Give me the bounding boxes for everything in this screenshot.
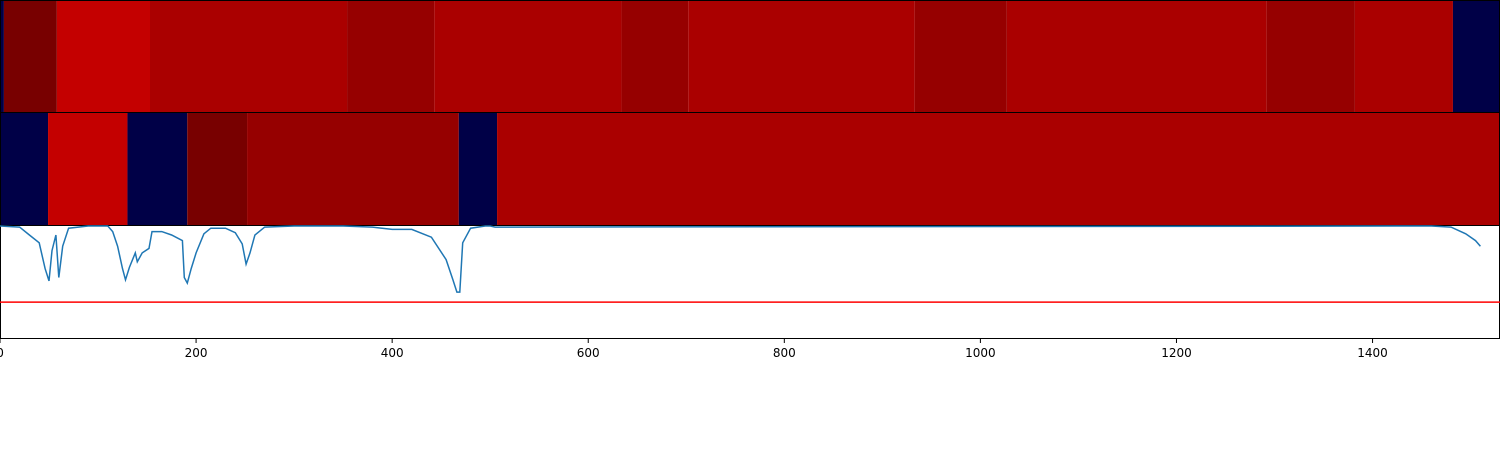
x-tick-label-200: 200 [185, 346, 208, 360]
x-tick-label-400: 400 [381, 346, 404, 360]
heatmap-row-1-cell-12 [1354, 1, 1453, 112]
heatmap-row-2-cell-3 [127, 113, 188, 225]
heatmap-row-1 [0, 1, 1500, 112]
heatmap-row-2-cell-6 [458, 113, 498, 225]
x-tick-label-0: 0 [0, 346, 4, 360]
heatmap-row-1-cell-10 [1006, 1, 1267, 112]
heatmap-row-1-cell-13 [1452, 1, 1500, 112]
heatmap-row-2-cell-5 [247, 113, 459, 225]
x-tick-label-1200: 1200 [1161, 346, 1192, 360]
line-plot-panel [0, 225, 1500, 339]
heatmap-row-2-cell-7 [497, 113, 1500, 225]
heatmap-row-1-cell-11 [1266, 1, 1355, 112]
line-plot-frame [0, 225, 1500, 339]
heatmap-row-2-cell-1 [0, 113, 49, 225]
heatmap-row-1-cell-6 [434, 1, 622, 112]
heatmap-row-1-cell-7 [621, 1, 689, 112]
x-tick-label-1400: 1400 [1357, 346, 1388, 360]
series-line [0, 225, 1481, 293]
heatmap-row-1-cell-1 [0, 1, 4, 112]
x-tick-label-1000: 1000 [965, 346, 996, 360]
heatmap-row-1-cell-4 [150, 1, 348, 112]
heatmap-row-1-cell-9 [914, 1, 1007, 112]
heatmap-row-1-cell-5 [347, 1, 435, 112]
x-tick-label-800: 800 [773, 346, 796, 360]
x-tick-label-600: 600 [577, 346, 600, 360]
heatmap-row-1-cell-3 [56, 1, 150, 112]
heatmap-row-2 [0, 113, 1500, 225]
heatmap-row-1-cell-2 [3, 1, 57, 112]
heatmap-row-1-cell-8 [688, 1, 915, 112]
x-axis: 0 200 400 600 800 1000 1200 1400 [0, 339, 1388, 360]
heatmap-row-2-cell-4 [187, 113, 248, 225]
heatmap-row-2-cell-2 [48, 113, 128, 225]
